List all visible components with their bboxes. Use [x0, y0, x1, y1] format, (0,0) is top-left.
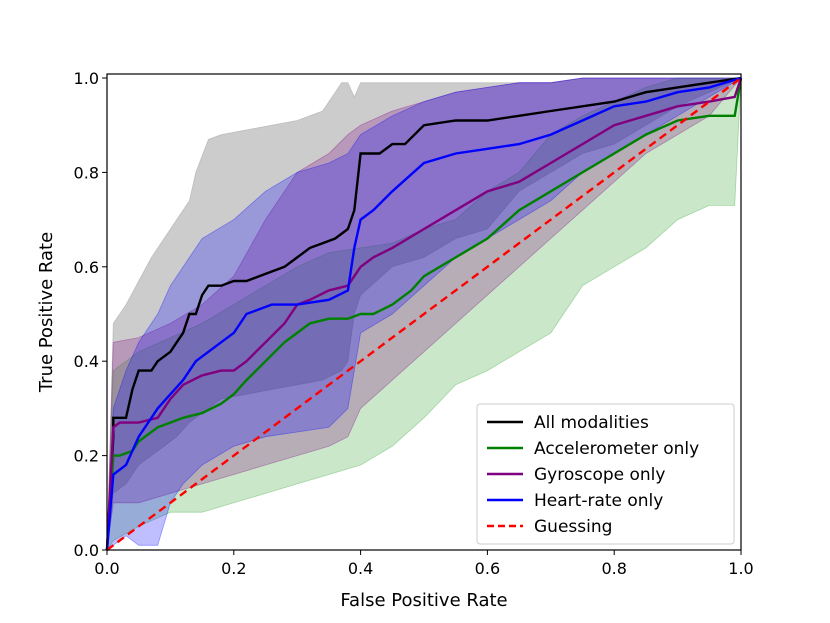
- legend-label-gyroscope-only: Gyroscope only: [534, 465, 665, 485]
- y-tick-label: 0.6: [74, 258, 99, 277]
- line-gyroscope-only: [105, 77, 743, 551]
- x-tick-label: 0.8: [601, 559, 626, 578]
- x-tick-label: 0.4: [348, 559, 373, 578]
- x-axis-label: False Positive Rate: [340, 590, 507, 611]
- y-tick-label: 0.0: [74, 541, 99, 560]
- legend-box: [476, 403, 735, 545]
- line-guessing: [106, 77, 742, 551]
- y-axis-ticks: 0.0 0.2 0.4 0.6 0.8 1.0: [74, 69, 107, 560]
- line-heart-rate-only: [105, 76, 742, 551]
- line-all-modalities: [105, 76, 742, 551]
- x-tick-label: 0.0: [94, 559, 119, 578]
- legend-label-accelerometer-only: Accelerometer only: [534, 439, 699, 459]
- y-tick-label: 0.4: [74, 352, 99, 371]
- legend-label-all-modalities: All modalities: [534, 413, 649, 433]
- x-tick-label: 1.0: [728, 559, 753, 578]
- x-tick-label: 0.2: [221, 559, 246, 578]
- legend-label-heart-rate-only: Heart-rate only: [534, 491, 663, 511]
- y-axis-label: True Positive Rate: [36, 232, 57, 393]
- y-tick-label: 0.2: [74, 447, 99, 466]
- roc-lines: [105, 76, 743, 551]
- x-axis-ticks: 0.0 0.2 0.4 0.6 0.8 1.0: [94, 550, 754, 578]
- legend: All modalities Accelerometer only Gyroscop…: [476, 403, 735, 545]
- x-tick-label: 0.6: [475, 559, 500, 578]
- y-tick-label: 0.8: [74, 163, 99, 182]
- line-accelerometer-only: [105, 77, 743, 551]
- plot-frame: [106, 73, 742, 551]
- y-tick-label: 1.0: [74, 69, 99, 88]
- legend-label-guessing: Guessing: [534, 517, 612, 537]
